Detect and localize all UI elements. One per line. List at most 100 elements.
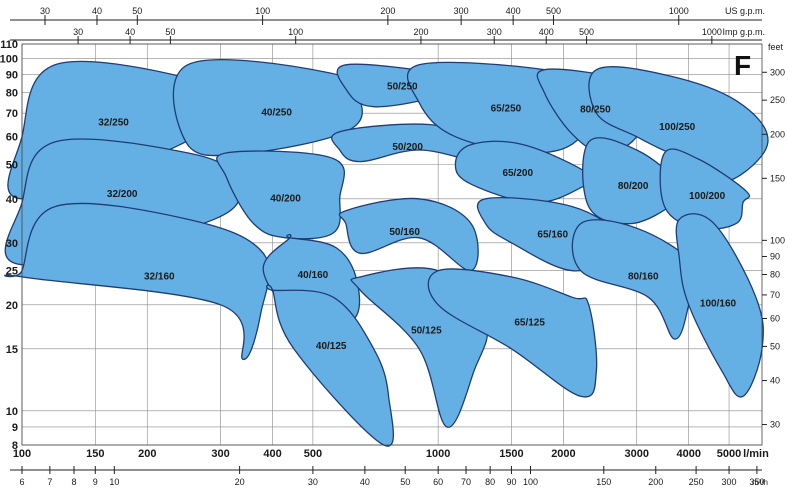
ym-tick-70: 70 (6, 108, 18, 120)
region-label-32-200: 32/200 (107, 189, 138, 200)
imp-gpm-tick-200: 200 (413, 27, 428, 37)
m3h-tick-300: 300 (722, 477, 737, 487)
region-label-50-250: 50/250 (387, 81, 418, 92)
plot-border (21, 43, 763, 446)
us-gpm-tick-40: 40 (92, 6, 102, 16)
imp-gpm-tick-30: 30 (73, 27, 83, 37)
lmin-axis: 100 150 200 300 400 500 1000 1500 2000 3000 4000 50… (13, 448, 769, 460)
ym-tick-50: 50 (6, 160, 18, 172)
region-label-50-200: 50/200 (392, 142, 423, 153)
y-axis-feet: 30 40 50 60 70 80 90 100 150 200 250 300 feet (762, 42, 785, 430)
ym-tick-25: 25 (6, 266, 18, 278)
pump-curve-regions (4, 59, 769, 447)
us-gpm-tick-50: 50 (132, 6, 142, 16)
region-65-125 (427, 268, 598, 398)
m3h-tick-70: 70 (461, 477, 471, 487)
ym-tick-10: 10 (6, 406, 18, 418)
m3h-axis: 6 7 8 9 10 20 30 40 50 60 70 80 90 100 150 200 250 300 350… (10, 466, 768, 487)
imp-gpm-tick-500: 500 (579, 27, 594, 37)
imp-gpm-unit: Imp g.p.m. (722, 27, 765, 37)
ym-tick-60: 60 (6, 132, 18, 144)
m3h-tick-9: 9 (93, 477, 98, 487)
m3h-tick-8: 8 (71, 477, 76, 487)
lmin-tick-3000: 3000 (624, 448, 648, 460)
yfeet-tick-80: 80 (770, 269, 780, 279)
m3h-tick-50: 50 (400, 477, 410, 487)
region-label-50-125: 50/125 (411, 325, 442, 336)
yfeet-tick-70: 70 (770, 290, 780, 300)
region-40-125 (266, 284, 395, 447)
region-label-65-160: 65/160 (537, 229, 568, 240)
m3h-tick-90: 90 (506, 477, 516, 487)
yfeet-tick-90: 90 (770, 251, 780, 261)
m3h-tick-80: 80 (485, 477, 495, 487)
lmin-tick-400: 400 (263, 448, 281, 460)
region-label-80-160: 80/160 (628, 271, 659, 282)
plot-frame (21, 43, 763, 446)
ym-tick-110: 110 (0, 39, 18, 51)
m3h-tick-10: 10 (109, 477, 119, 487)
m3h-tick-40: 40 (360, 477, 370, 487)
region-label-32-250: 32/250 (98, 117, 129, 128)
imp-gpm-axis: 30 40 50 100 200 300 400 500 1000 Imp g.p.m. (10, 27, 765, 44)
region-50-160 (338, 197, 479, 272)
ym-tick-100: 100 (0, 54, 18, 66)
yfeet-tick-50: 50 (770, 341, 780, 351)
ym-tick-15: 15 (6, 344, 18, 356)
yfeet-tick-300: 300 (770, 67, 785, 77)
us-gpm-tick-300: 300 (454, 6, 469, 16)
sheet-letter: F (734, 50, 751, 81)
y-axis-meters: 8 9 10 15 20 25 30 40 50 60 70 80 90 100 110 (0, 39, 18, 452)
region-label-32-160: 32/160 (144, 271, 175, 282)
region-label-100-200: 100/200 (689, 191, 726, 202)
ym-tick-20: 20 (6, 300, 18, 312)
region-label-80-250: 80/250 (580, 105, 611, 116)
m3h-tick-6: 6 (19, 477, 24, 487)
region-80-160 (571, 219, 698, 340)
yfeet-tick-60: 60 (770, 314, 780, 324)
yfeet-tick-150: 150 (770, 173, 785, 183)
pump-curve-labels: 32/250 32/200 32/160 40/250 40/200 40/160 40/1… (98, 81, 736, 352)
region-label-100-250: 100/250 (659, 122, 696, 133)
region-40-200 (216, 150, 345, 240)
m3h-tick-100: 100 (523, 477, 538, 487)
us-gpm-tick-500: 500 (546, 6, 561, 16)
region-65-200 (454, 140, 594, 204)
us-gpm-tick-400: 400 (506, 6, 521, 16)
region-label-40-160: 40/160 (298, 270, 329, 281)
ym-tick-80: 80 (6, 88, 18, 100)
lmin-tick-500: 500 (304, 448, 322, 460)
yfeet-tick-250: 250 (770, 95, 785, 105)
ym-tick-40: 40 (6, 194, 18, 206)
region-label-50-160: 50/160 (389, 227, 420, 238)
m3h-tick-150: 150 (596, 477, 611, 487)
region-label-40-125: 40/125 (316, 341, 347, 352)
region-label-65-200: 65/200 (502, 168, 533, 179)
yfeet-tick-40: 40 (770, 376, 780, 386)
lmin-tick-1000: 1000 (426, 448, 450, 460)
ym-tick-8: 8 (12, 440, 18, 452)
lmin-tick-1500: 1500 (499, 448, 523, 460)
imp-gpm-tick-300: 300 (487, 27, 502, 37)
m3h-tick-7: 7 (47, 477, 52, 487)
imp-gpm-tick-400: 400 (539, 27, 554, 37)
region-label-40-250: 40/250 (261, 107, 292, 118)
us-gpm-tick-1000: 1000 (669, 6, 689, 16)
lmin-unit: l/min (743, 448, 769, 460)
ym-tick-90: 90 (6, 70, 18, 82)
region-label-65-250: 65/250 (491, 103, 522, 114)
yfeet-unit: feet (768, 42, 784, 52)
us-gpm-unit: US g.p.m. (725, 6, 765, 16)
yfeet-tick-30: 30 (770, 420, 780, 430)
us-gpm-tick-200: 200 (380, 6, 395, 16)
us-gpm-tick-30: 30 (40, 6, 50, 16)
lmin-tick-5000: 5000 (717, 448, 741, 460)
imp-gpm-tick-40: 40 (125, 27, 135, 37)
lmin-tick-200: 200 (138, 448, 156, 460)
region-100-200 (659, 148, 751, 231)
region-label-40-200: 40/200 (270, 193, 301, 204)
ym-tick-9: 9 (12, 422, 18, 434)
m3h-tick-60: 60 (433, 477, 443, 487)
region-label-80-200: 80/200 (618, 181, 649, 192)
